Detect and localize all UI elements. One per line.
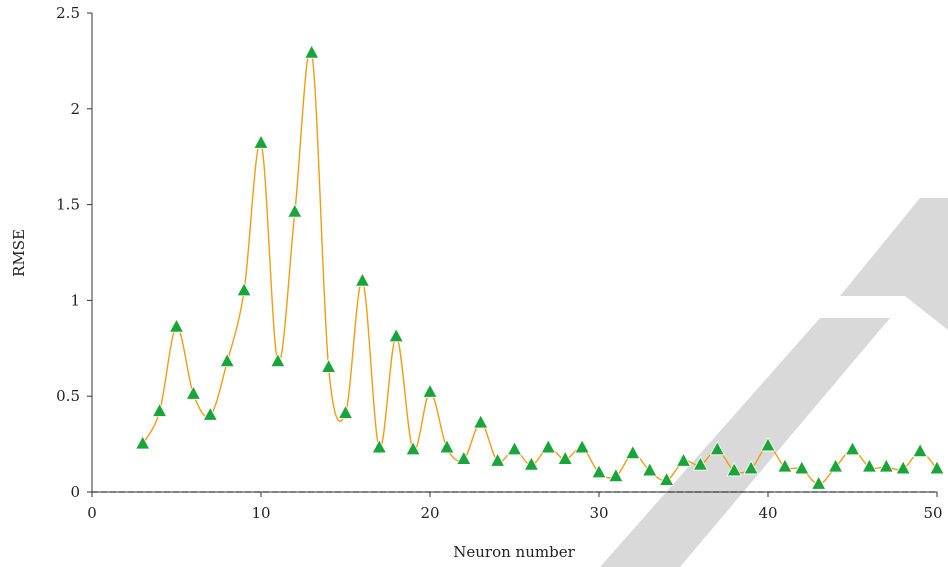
y-tick-label: 0.5 [56,387,80,405]
data-point-marker [878,458,894,473]
data-point-marker [777,458,793,473]
data-point-marker [219,352,235,368]
data-point-marker [895,460,911,475]
data-point-marker [540,439,556,454]
data-point-marker [287,203,303,218]
data-point-marker [811,475,827,490]
data-point-marker [675,452,692,467]
data-point-marker [743,460,759,475]
data-point-marker [337,404,354,419]
y-axis-title: RMSE [10,229,28,277]
x-tick-label: 20 [420,504,439,522]
y-tick-label: 2 [70,100,80,118]
data-point-marker [202,406,218,421]
data-point-marker [760,437,776,452]
data-point-marker [929,460,945,475]
data-point-marker [912,442,928,458]
data-point-marker [709,440,725,456]
data-point-marker [827,458,844,473]
data-point-marker [388,327,404,343]
data-point-marker [861,458,878,473]
data-point-marker [456,450,472,465]
data-point-marker [794,460,810,475]
data-point-marker [574,439,590,454]
data-point-marker [844,440,861,456]
data-point-marker [439,439,455,454]
data-point-marker [473,414,489,429]
x-axis-ticks: 0 10 20 30 40 50 [87,492,943,522]
data-point-marker [320,358,337,373]
data-point-marker [489,452,506,467]
data-point-marker [625,444,641,460]
data-point-marker [304,44,320,59]
data-point-marker [151,402,168,417]
x-tick-label: 0 [87,504,97,522]
data-point-marker [135,435,151,450]
data-point-marker [270,352,286,368]
data-point-marker [405,440,421,456]
x-tick-label: 40 [758,504,777,522]
x-tick-label: 50 [923,504,942,522]
data-point-marker [236,281,252,297]
data-point-marker [557,450,573,465]
y-tick-label: 2.5 [56,4,80,22]
y-tick-label: 1 [70,291,80,309]
series-line [142,49,938,486]
x-tick-label: 30 [589,504,608,522]
data-point-marker [642,462,658,477]
data-point-marker [692,456,709,471]
data-point-marker [354,272,371,287]
data-point-marker [168,318,185,333]
watermark [600,198,948,567]
data-point-marker [591,463,607,479]
x-tick-label: 10 [251,504,270,522]
data-point-marker [726,462,742,477]
y-tick-label: 0 [70,483,80,501]
data-point-marker [185,385,202,400]
y-tick-label: 1.5 [56,196,80,214]
data-point-marker [608,467,624,483]
y-axis-ticks: 0 0.5 1 1.5 2 2.5 [56,4,92,501]
data-point-marker [371,439,387,454]
data-point-marker [422,383,438,398]
data-point-marker [506,440,523,456]
data-point-marker [523,456,540,471]
x-axis-title: Neuron number [453,543,575,561]
series-markers [135,44,945,490]
data-point-marker [253,134,269,149]
data-point-marker [658,471,675,486]
